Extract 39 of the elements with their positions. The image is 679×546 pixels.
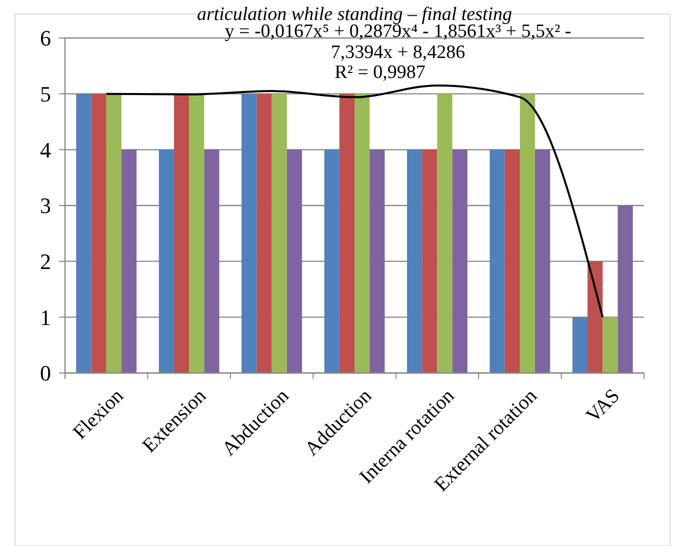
bar [437,94,452,373]
bar [452,150,468,373]
bar [354,94,370,373]
bar [256,94,272,373]
y-tick-label: 6 [40,26,51,51]
bar [158,150,174,373]
bar [339,94,354,373]
y-tick-label: 4 [40,137,51,162]
bar [242,94,257,373]
bar [504,150,520,373]
bar [204,150,220,373]
bar [535,150,550,373]
bar [602,317,618,373]
bar [618,206,633,373]
y-tick-label: 1 [40,304,51,330]
bar [407,150,422,373]
bar [324,150,340,373]
bar [174,94,190,373]
bar [76,94,92,373]
bar [286,150,302,373]
bar [91,94,106,373]
bar [520,94,536,373]
bar [272,94,287,373]
y-tick-label: 0 [40,360,51,386]
y-tick-label: 3 [40,193,51,218]
bar [121,150,137,373]
bar [490,150,505,373]
annotation: R² = 0,9987 [334,62,426,83]
bar [106,94,122,373]
bar [572,317,588,373]
x-tick-label: VAS [582,384,624,427]
bar [189,94,204,373]
bar [422,150,438,373]
line-series [105,84,604,318]
y-tick-label: 5 [40,82,51,107]
y-tick-label: 2 [40,249,51,274]
bar [588,261,603,373]
chart-title: articulation while standing – final testing [196,4,512,25]
bar [370,150,385,373]
